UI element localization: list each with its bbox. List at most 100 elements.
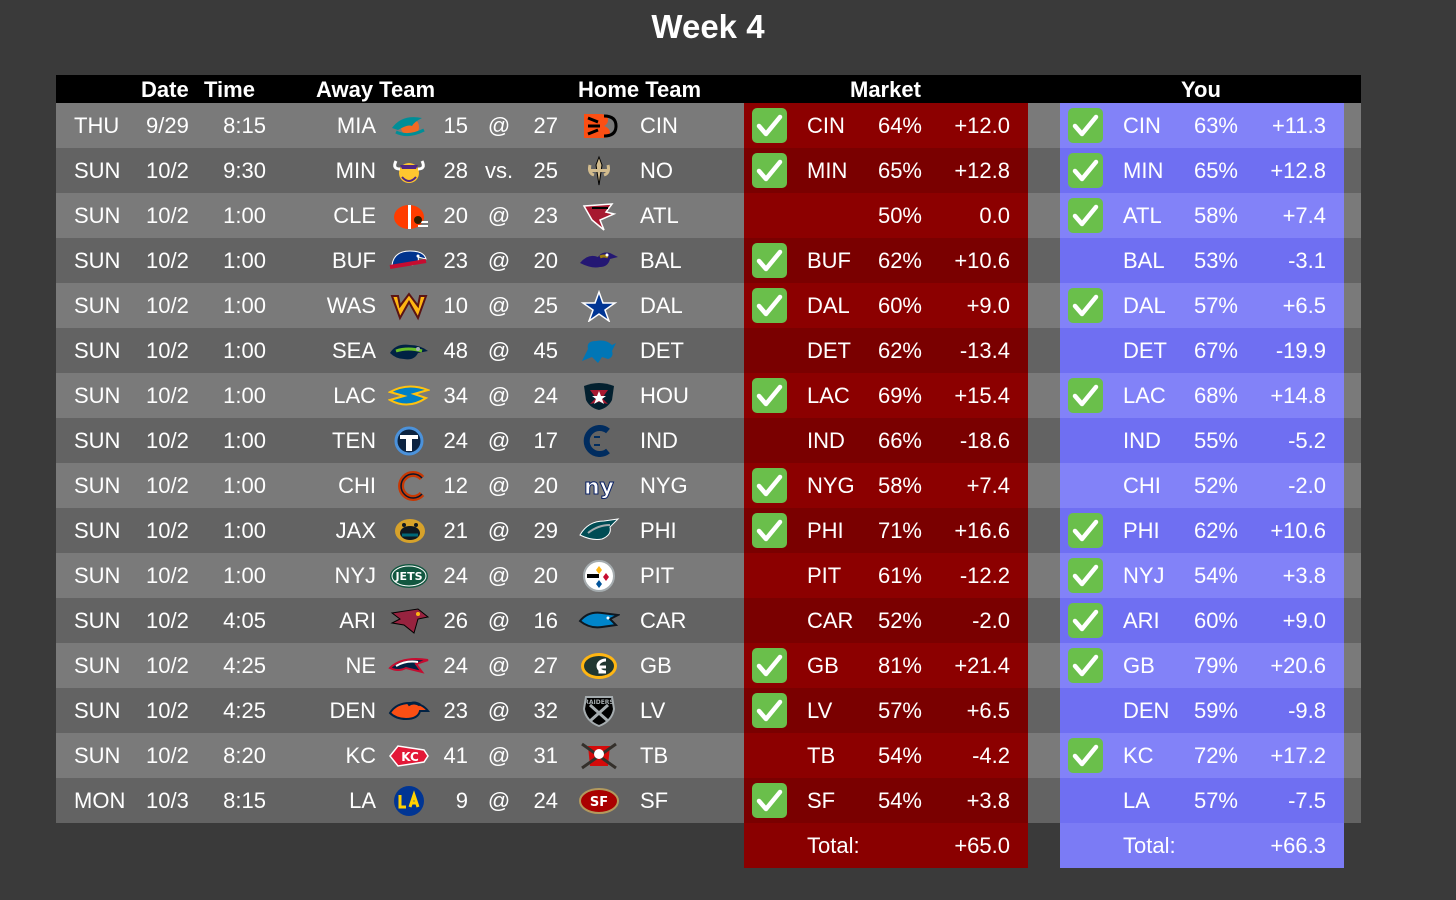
you-value: -7.5	[1288, 788, 1326, 813]
away-score: 15	[443, 113, 468, 138]
you-pick: BAL	[1123, 248, 1165, 273]
away-team: MIN	[335, 158, 376, 183]
market-value: +16.6	[954, 518, 1010, 543]
check-icon	[752, 288, 787, 323]
home-score: 23	[533, 203, 558, 228]
you-value: +14.8	[1270, 383, 1326, 408]
svg-text:RAIDERS: RAIDERS	[584, 699, 614, 706]
game-day: SUN	[74, 653, 121, 678]
game-day: MON	[74, 788, 126, 813]
market-value: +10.6	[954, 248, 1010, 273]
check-icon	[1068, 738, 1103, 773]
home-team: PHI	[640, 518, 677, 543]
market-value: -13.4	[959, 338, 1010, 363]
steelers-logo-icon	[578, 560, 620, 592]
home-team: SF	[640, 788, 669, 813]
panthers-logo-icon	[578, 605, 620, 637]
away-score: 28	[443, 158, 468, 183]
you-probability: 55%	[1193, 428, 1238, 453]
you-row: ATL 58% +7.4	[1060, 193, 1344, 238]
home-team: NYG	[640, 473, 688, 498]
you-row: MIN 65% +12.8	[1060, 148, 1344, 193]
you-pick: DAL	[1123, 293, 1166, 318]
home-score: 20	[533, 248, 558, 273]
column-gap	[1028, 643, 1060, 688]
jaguars-logo-icon	[388, 515, 430, 547]
market-row: PHI 71% +16.6	[744, 508, 1028, 553]
market-row: DAL 60% +9.0	[744, 283, 1028, 328]
game-time: 8:20	[223, 743, 266, 768]
matchup-separator: @	[487, 608, 511, 633]
market-total-label: Total:	[807, 833, 860, 858]
you-value: +10.6	[1270, 518, 1326, 543]
game-day: SUN	[74, 743, 121, 768]
home-score: 25	[533, 293, 558, 318]
you-value: +7.4	[1282, 203, 1326, 228]
you-value: -5.2	[1288, 428, 1326, 453]
home-score: 17	[533, 428, 558, 453]
home-score: 16	[533, 608, 558, 633]
market-value: -2.0	[972, 608, 1010, 633]
you-value: +3.8	[1282, 563, 1326, 588]
market-value: 0.0	[979, 203, 1010, 228]
home-team: LV	[640, 698, 666, 723]
game-day: SUN	[74, 203, 121, 228]
lions-logo-icon	[578, 335, 620, 367]
game-date: 10/2	[146, 428, 189, 453]
you-pick: CHI	[1123, 473, 1161, 498]
market-row: NYG 58% +7.4	[744, 463, 1028, 508]
check-icon	[1068, 108, 1103, 143]
matchup-separator: @	[487, 788, 511, 813]
market-row: IND 66% -18.6	[744, 418, 1028, 463]
market-value: +12.8	[954, 158, 1010, 183]
you-row: BAL 53% -3.1	[1060, 238, 1344, 283]
you-pick: IND	[1123, 428, 1161, 453]
matchup-separator: @	[487, 203, 511, 228]
market-row: DET 62% -13.4	[744, 328, 1028, 373]
column-gap	[1028, 283, 1060, 328]
game-date: 10/2	[146, 293, 189, 318]
market-pick: LAC	[807, 383, 850, 408]
header-you: You	[1181, 77, 1221, 102]
you-row: IND 55% -5.2	[1060, 418, 1344, 463]
home-team: ATL	[640, 203, 679, 228]
column-gap	[1028, 193, 1060, 238]
you-value: -3.1	[1288, 248, 1326, 273]
market-pick: IND	[807, 428, 845, 453]
you-probability: 62%	[1193, 518, 1238, 543]
away-score: 10	[443, 293, 468, 318]
game-date: 10/2	[146, 203, 189, 228]
market-value: +21.4	[954, 653, 1010, 678]
chiefs-logo-icon: KC	[388, 740, 430, 772]
home-score: 27	[533, 653, 558, 678]
you-probability: 65%	[1193, 158, 1238, 183]
bills-logo-icon	[388, 245, 430, 277]
cowboys-logo-icon	[578, 290, 620, 322]
away-score: 26	[443, 608, 468, 633]
away-team: DEN	[329, 698, 376, 723]
market-probability: 50%	[877, 203, 922, 228]
market-total-value: +65.0	[954, 833, 1010, 858]
game-time: 1:00	[223, 473, 266, 498]
game-day: SUN	[74, 158, 121, 183]
market-probability: 54%	[877, 788, 922, 813]
market-pick: PIT	[807, 563, 842, 588]
you-probability: 57%	[1193, 293, 1238, 318]
you-row: CIN 63% +11.3	[1060, 103, 1344, 148]
broncos-logo-icon	[388, 695, 430, 727]
you-row: DAL 57% +6.5	[1060, 283, 1344, 328]
away-score: 34	[443, 383, 468, 408]
game-day: SUN	[74, 608, 121, 633]
home-score: 29	[533, 518, 558, 543]
away-score: 9	[455, 788, 468, 813]
you-probability: 60%	[1193, 608, 1238, 633]
check-icon	[1068, 603, 1103, 638]
matchup-separator: @	[487, 473, 511, 498]
column-gap	[1028, 598, 1060, 643]
away-score: 23	[443, 698, 468, 723]
column-gap	[1028, 238, 1060, 283]
market-pick: MIN	[807, 158, 848, 183]
market-value: -18.6	[959, 428, 1010, 453]
you-probability: 58%	[1193, 203, 1238, 228]
home-score: 31	[533, 743, 558, 768]
